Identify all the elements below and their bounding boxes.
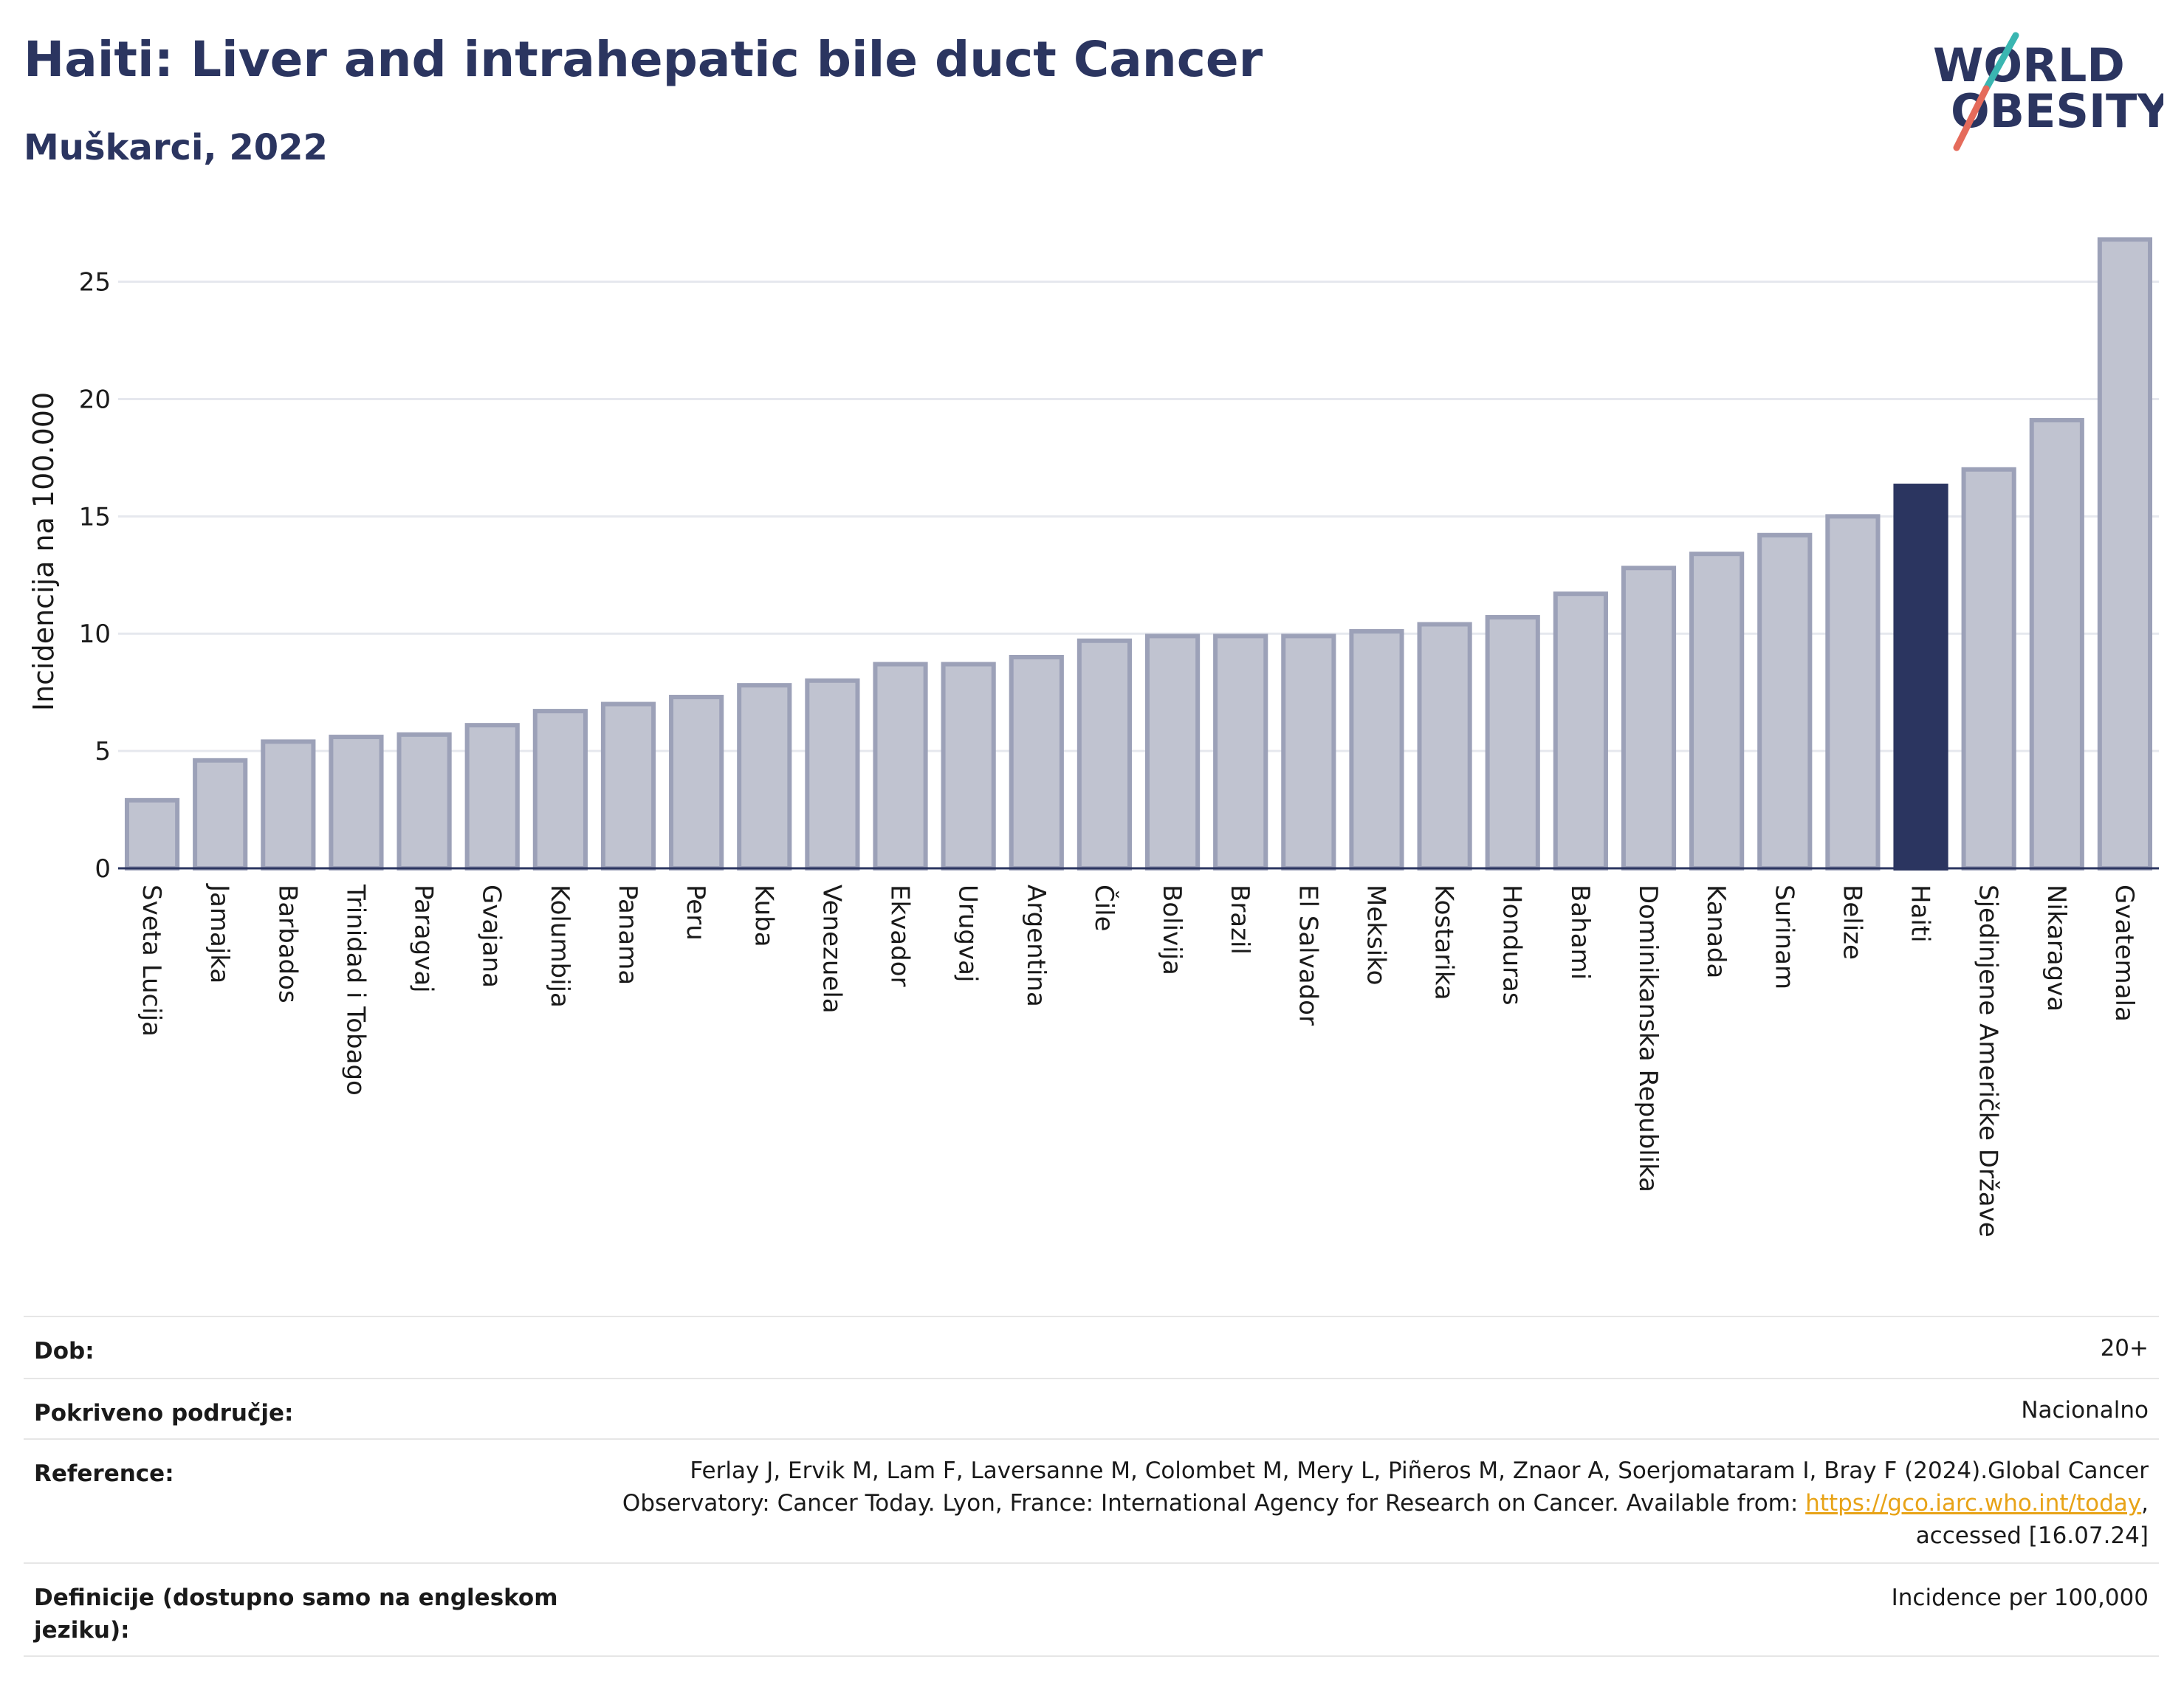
page-title: Haiti: Liver and intrahepatic bile duct … xyxy=(24,31,1263,88)
y-tick-label: 5 xyxy=(95,737,111,766)
page-subtitle: Muškarci, 2022 xyxy=(24,127,328,168)
bar xyxy=(1213,634,1268,871)
reference-link[interactable]: https://gco.iarc.who.int/today xyxy=(1805,1490,2142,1517)
world-obesity-logo: WORLD OBESITY xyxy=(1933,32,2163,151)
bar xyxy=(1621,566,1677,871)
x-tick-label: Barbados xyxy=(272,885,302,1003)
x-tick-label: Brazil xyxy=(1225,885,1254,955)
x-tick-label: Jamajka xyxy=(205,883,234,983)
bar xyxy=(396,732,452,871)
bar xyxy=(464,723,520,871)
age-value: 20+ xyxy=(2100,1335,2149,1362)
y-axis-label: Incidencija na 100.000 xyxy=(27,392,60,711)
y-tick-label: 20 xyxy=(79,385,111,414)
bar xyxy=(532,709,588,871)
x-tick-label: Čile xyxy=(1089,885,1119,932)
x-tick-label: Trinidad i Tobago xyxy=(340,884,370,1096)
reference-line-2: Observatory: Cancer Today. Lyon, France:… xyxy=(622,1487,2149,1520)
x-tick-label: Sjedinjene Američke Države xyxy=(1974,885,2003,1237)
bar xyxy=(1349,629,1404,871)
meta-row-definitions: Definicije (dostupno samo na engleskom j… xyxy=(24,1562,2159,1657)
x-tick-label: Honduras xyxy=(1497,885,1527,1006)
reference-label: Reference: xyxy=(34,1460,174,1487)
bar xyxy=(1553,591,1608,871)
bar xyxy=(124,797,180,871)
x-tick-label: Surinam xyxy=(1769,885,1799,989)
logo-teal-slash xyxy=(1982,32,2019,92)
bar xyxy=(941,662,996,871)
bar xyxy=(1009,655,1064,871)
bar xyxy=(1076,638,1133,871)
x-tick-label: Gvajana xyxy=(477,885,506,988)
bar xyxy=(2029,418,2084,871)
definitions-label-line-2: jeziku): xyxy=(34,1617,130,1644)
bar xyxy=(1689,552,1745,871)
x-tick-label: Bahami xyxy=(1565,885,1595,980)
bar xyxy=(1893,484,1948,871)
reference-line-2-text: Observatory: Cancer Today. Lyon, France:… xyxy=(622,1490,1806,1517)
meta-row-reference: Reference: Ferlay J, Ervik M, Lam F, Lav… xyxy=(24,1438,2159,1564)
bar xyxy=(805,678,860,871)
bar xyxy=(1485,614,1540,871)
bar xyxy=(669,695,724,871)
reference-line-3: accessed [16.07.24] xyxy=(1915,1522,2149,1549)
bar xyxy=(329,735,384,871)
bar xyxy=(1825,514,1881,871)
x-tick-label: Belize xyxy=(1837,885,1867,960)
x-tick-label: El Salvador xyxy=(1293,885,1322,1026)
reference-line-2-end: , xyxy=(2141,1490,2149,1517)
x-tick-label: Urugvaj xyxy=(953,885,983,982)
definitions-label: Definicije (dostupno samo na engleskom j… xyxy=(34,1582,558,1647)
definitions-value: Incidence per 100,000 xyxy=(1891,1585,2149,1611)
x-tick-label: Sveta Lucija xyxy=(137,885,166,1037)
meta-row-age: Dob: 20+ xyxy=(24,1316,2159,1379)
bar xyxy=(2097,237,2153,871)
coverage-value: Nacionalno xyxy=(2021,1397,2149,1424)
definitions-label-line-1: Definicije (dostupno samo na engleskom xyxy=(34,1585,558,1611)
bar xyxy=(1281,634,1336,871)
reference-value: Ferlay J, Ervik M, Lam F, Laversanne M, … xyxy=(622,1455,2149,1552)
x-tick-label: Kolumbija xyxy=(545,885,574,1008)
bar xyxy=(873,662,928,871)
bar xyxy=(737,683,792,871)
x-tick-label: Bolivija xyxy=(1157,885,1187,975)
y-tick-label: 25 xyxy=(79,268,111,298)
reference-line-1: Ferlay J, Ervik M, Lam F, Laversanne M, … xyxy=(690,1458,2149,1484)
y-tick-label: 10 xyxy=(79,619,111,649)
x-tick-label: Paragvaj xyxy=(409,885,439,993)
y-tick-label: 15 xyxy=(79,502,111,532)
bar xyxy=(1144,634,1201,871)
x-tick-label: Gvatemala xyxy=(2109,885,2139,1022)
x-tick-label: Kanada xyxy=(1701,885,1731,978)
age-label: Dob: xyxy=(34,1338,95,1364)
x-tick-label: Argentina xyxy=(1021,885,1051,1007)
x-tick-label: Ekvador xyxy=(885,885,915,987)
bar xyxy=(193,758,248,871)
x-tick-label: Kuba xyxy=(749,885,778,947)
y-tick-label: 0 xyxy=(95,854,111,884)
x-tick-label: Dominikanska Republika xyxy=(1633,885,1663,1192)
coverage-label: Pokriveno područje: xyxy=(34,1400,294,1427)
logo-text-world: WORLD xyxy=(1933,38,2125,92)
bar xyxy=(1417,622,1472,871)
bar xyxy=(261,739,316,871)
bar xyxy=(1757,532,1813,871)
x-tick-label: Nikaragva xyxy=(2042,885,2071,1012)
meta-row-coverage: Pokriveno područje: Nacionalno xyxy=(24,1378,2159,1440)
bar xyxy=(600,701,656,871)
x-tick-label: Peru xyxy=(681,885,710,941)
x-tick-label: Kostarika xyxy=(1429,885,1459,1000)
x-tick-label: Panama xyxy=(613,885,642,985)
bar xyxy=(1961,467,2016,871)
bar-chart: 0 5 10 15 20 25 Incidencija na 100.000 Sveta Lu… xyxy=(27,237,2159,1237)
logo-coral-slash xyxy=(1953,85,1990,151)
x-tick-label: Meksiko xyxy=(1361,885,1390,985)
x-tick-label: Haiti xyxy=(1906,885,1935,943)
x-tick-label: Venezuela xyxy=(817,885,846,1014)
